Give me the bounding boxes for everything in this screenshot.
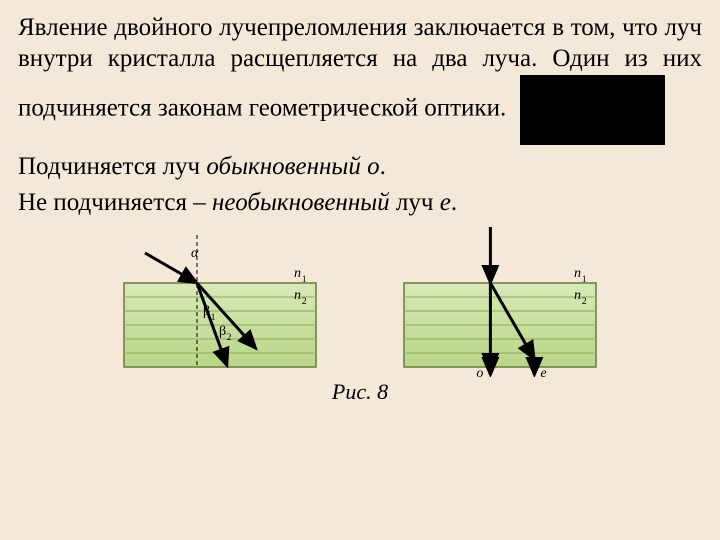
paragraph-3: Не подчиняется – необыкновенный луч е. [18,189,702,217]
figure-panel-right: n1n2oe [390,227,610,377]
svg-text:1: 1 [302,273,307,284]
figure-caption: Рис. 8 [18,379,702,405]
svg-text:α: α [191,246,199,261]
p3-mid: луч [390,189,440,216]
svg-text:2: 2 [227,331,232,342]
svg-text:2: 2 [302,295,307,306]
svg-text:n: n [574,266,581,281]
redaction-box [520,75,665,145]
p2-after: . [380,153,386,180]
p2-italic: обыкновенный о [206,153,379,180]
figure-panel-left: n1n2αβ1β2 [110,227,330,377]
svg-text:n: n [294,288,301,303]
svg-text:β: β [219,324,226,339]
p3-after: . [451,189,457,216]
svg-text:2: 2 [582,295,587,306]
p3-italic: необыкновенный [212,189,390,216]
svg-text:n: n [574,288,581,303]
p3-before: Не подчиняется – [18,189,212,216]
paragraph-2: Подчиняется луч обыкновенный о. [18,153,702,181]
svg-text:1: 1 [582,273,587,284]
svg-text:o: o [476,366,483,377]
svg-text:n: n [294,266,301,281]
p3-italic2: е [440,189,451,216]
svg-text:1: 1 [211,311,216,322]
p2-before: Подчиняется луч [18,153,206,180]
figure-row: n1n2αβ1β2 n1n2oe [18,227,702,377]
svg-text:β: β [203,304,210,319]
paragraph-1: Явление двойного лучепреломления заключа… [18,12,702,145]
svg-text:e: e [540,366,546,377]
